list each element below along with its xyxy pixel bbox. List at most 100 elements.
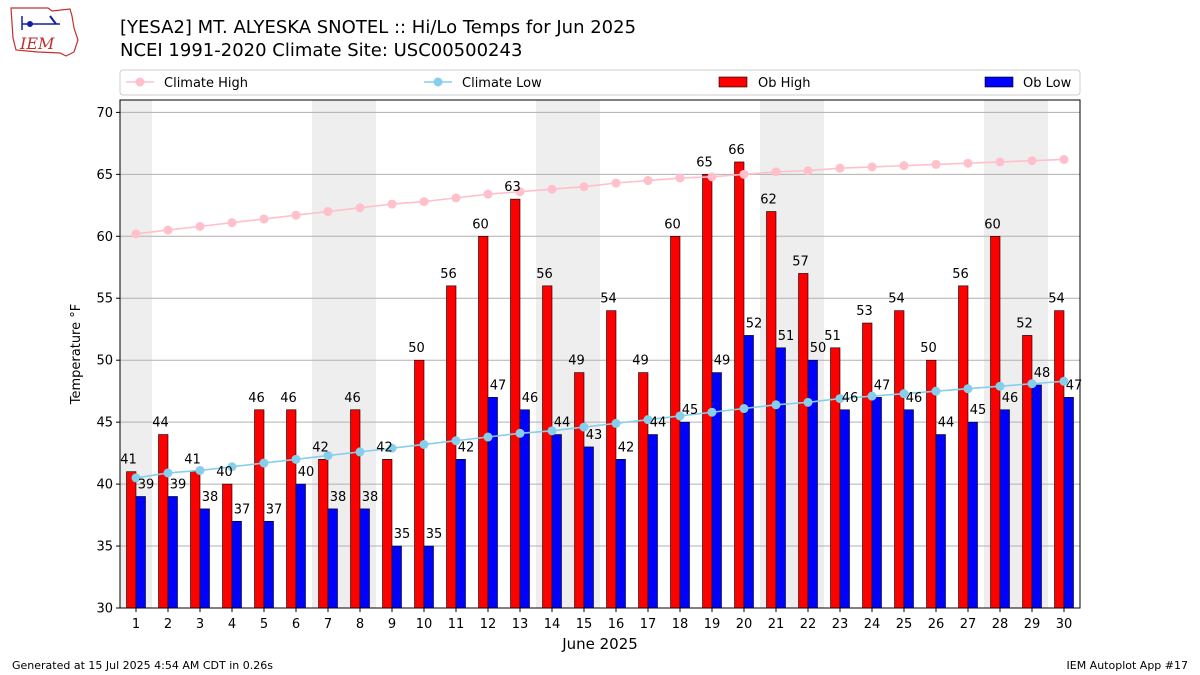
ob-low-label: 46 [1002,391,1019,406]
ob-high-bar [734,161,745,609]
climate-high-point [931,159,941,169]
climate-high-point [419,197,429,207]
ob-high-bar [702,174,713,609]
climate-low-point [291,454,301,464]
ob-high-label: 52 [1016,316,1033,331]
climate-high-point [131,229,141,239]
ob-high-label: 65 [696,155,713,170]
app-note: IEM Autoplot App #17 [1066,659,1189,672]
ob-high-bar [542,285,553,609]
legend-climate-low-marker [433,77,443,87]
ob-low-label: 46 [842,391,859,406]
y-tick-label: 65 [96,168,113,183]
climate-high-point [387,199,397,209]
ob-high-label: 41 [120,453,137,468]
x-tick-label: 22 [800,617,817,632]
ob-low-label: 43 [586,428,603,443]
x-tick-label: 10 [416,617,433,632]
x-tick-label: 18 [672,617,689,632]
ob-low-bar [999,409,1010,609]
ob-high-label: 66 [728,143,745,158]
ob-high-label: 50 [408,341,425,356]
ob-high-label: 54 [888,292,905,307]
climate-high-point [771,167,781,177]
climate-low-point [867,391,877,401]
x-tick-label: 2 [164,617,172,632]
ob-high-bar [830,347,841,609]
climate-low-point [995,381,1005,391]
ob-high-bar [510,198,521,609]
ob-low-label: 47 [490,378,507,393]
x-axis: 1 2 3 4 5 6 7 8 9 10 11 12 13 14 15 16 17 18 19 20 21 22 23 24 2… [132,608,1072,632]
climate-low-point [387,443,397,453]
climate-high-point [963,158,973,168]
ob-high-label: 54 [600,292,617,307]
ob-high-label: 42 [312,440,329,455]
ob-high-label: 42 [376,440,393,455]
ob-low-label: 46 [906,391,923,406]
grid-lines [120,111,1080,547]
chart-title: [YESA2] MT. ALYESKA SNOTEL :: Hi/Lo Temp… [120,17,637,38]
logo-text: IEM [19,34,55,53]
legend: Climate High Climate Low Ob High Ob Low [119,69,1081,96]
legend-ob-high-label: Ob High [758,76,811,91]
ob-high-label: 46 [280,391,297,406]
legend-ob-low-label: Ob Low [1023,76,1072,91]
climate-high-point [1059,154,1069,164]
climate-low-point [963,384,973,394]
x-tick-label: 19 [704,617,721,632]
ob-low-label: 47 [874,378,891,393]
ob-low-bar [679,421,690,609]
ob-low-bar [487,397,498,609]
climate-low-point [643,415,653,425]
x-tick-label: 7 [324,617,332,632]
x-tick-label: 16 [608,617,625,632]
climate-high-point [803,166,813,176]
ob-high-bar [638,372,649,609]
climate-low-point [131,473,141,483]
ob-low-bar [167,496,178,609]
ob-high-bar [894,310,905,609]
ob-low-bar [327,508,338,609]
x-tick-label: 13 [512,617,529,632]
ob-high-label: 44 [152,416,169,431]
ob-low-label: 35 [426,527,443,542]
ob-high-bar [350,409,361,609]
climate-low-point [803,397,813,407]
climate-low-point [579,422,589,432]
ob-low-bar [1031,384,1042,609]
y-tick-label: 60 [96,230,113,245]
ob-low-bar [775,347,786,609]
ob-high-bar [126,471,137,609]
y-tick-label: 70 [96,106,113,121]
ob-low-label: 39 [138,477,155,492]
ob-high-label: 57 [792,254,809,269]
climate-high-point [227,218,237,228]
ob-low-bar [615,459,626,609]
climate-low-line [135,380,1065,479]
ob-high-bar [1022,335,1033,609]
x-tick-label: 30 [1056,617,1073,632]
ob-high-bar [286,409,297,609]
legend-frame [119,69,1081,96]
climate-high-point [611,178,621,188]
y-tick-label: 30 [96,602,113,617]
climate-low-point [483,432,493,442]
y-axis-label: Temperature °F [69,304,84,405]
ob-low-label: 39 [170,477,187,492]
ob-low-label: 38 [330,490,347,505]
x-tick-label: 1 [132,617,140,632]
ob-low-bar [263,520,274,609]
ob-low-label: 37 [266,502,283,517]
ob-high-label: 56 [952,267,969,282]
ob-high-label: 56 [536,267,553,282]
bars [126,161,1074,609]
ob-low-bar [935,434,946,609]
climate-low-point [611,418,621,428]
x-tick-label: 3 [196,617,204,632]
y-tick-label: 55 [96,292,113,307]
x-tick-label: 5 [260,617,268,632]
ob-low-bar [711,372,722,609]
x-tick-label: 26 [928,617,945,632]
climate-high-line [135,158,1065,235]
